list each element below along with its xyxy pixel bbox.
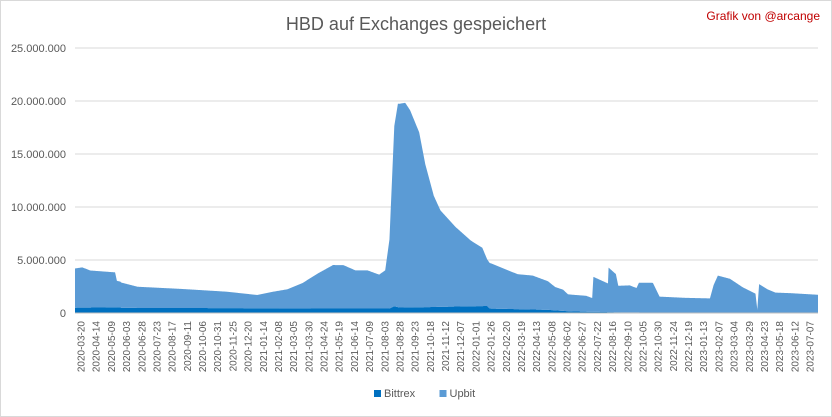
x-tick-label: 2023-03-29: [745, 321, 756, 373]
x-tick-label: 2022-08-16: [608, 321, 619, 373]
x-tick-label: 2022-10-30: [654, 321, 665, 373]
x-tick-label: 2022-05-08: [547, 321, 558, 373]
x-tick-label: 2020-10-31: [213, 321, 224, 373]
x-tick-label: 2020-05-09: [107, 321, 118, 373]
x-tick-label: 2021-09-23: [411, 321, 422, 373]
x-tick-label: 2023-05-18: [775, 321, 786, 373]
x-tick-label: 2022-06-27: [578, 321, 589, 373]
x-tick-label: 2022-01-26: [487, 321, 498, 373]
y-tick-label: 0: [60, 308, 66, 320]
x-tick-label: 2020-08-17: [168, 321, 179, 373]
legend: Bittrex Upbit: [374, 388, 475, 400]
x-tick-label: 2020-04-14: [92, 321, 103, 373]
x-tick-label: 2023-01-13: [699, 321, 710, 373]
x-tick-label: 2021-01-14: [259, 321, 270, 373]
area-series-upbit: [75, 102, 818, 313]
x-tick-label: 2022-10-05: [638, 321, 649, 373]
x-tick-label: 2023-03-04: [730, 321, 741, 373]
legend-swatch-bittrex: [374, 390, 381, 397]
y-tick-label: 5.000.000: [17, 255, 66, 267]
x-tick-label: 2022-07-22: [593, 321, 604, 373]
area-series-group: [75, 102, 818, 313]
x-tick-label: 2021-05-19: [335, 321, 346, 373]
area-series-bittrex: [75, 306, 818, 313]
x-tick-label: 2020-11-25: [228, 321, 239, 372]
x-tick-label: 2021-08-03: [380, 321, 391, 373]
x-tick-label: 2022-01-01: [471, 321, 482, 373]
y-tick-label: 15.000.000: [11, 149, 66, 161]
y-axis: 0 5.000.000 10.000.000 15.000.000 20.000.000…: [11, 43, 66, 320]
legend-swatch-upbit: [439, 390, 447, 397]
x-tick-label: 2023-07-07: [806, 321, 817, 373]
x-tick-label: 2020-09-11: [183, 321, 194, 372]
chart-credit: Grafik von @arcange: [706, 9, 820, 23]
x-tick-label: 2020-03-20: [77, 321, 88, 373]
x-tick-label: 2021-03-30: [304, 321, 315, 373]
x-tick-label: 2022-04-13: [532, 321, 543, 373]
x-tick-label: 2021-03-05: [289, 321, 300, 373]
x-tick-label: 2021-04-24: [320, 321, 331, 373]
x-tick-label: 2021-02-08: [274, 321, 285, 373]
x-tick-label: 2021-07-09: [365, 321, 376, 373]
x-tick-label: 2021-12-07: [456, 321, 467, 373]
y-tick-label: 10.000.000: [11, 202, 66, 214]
x-tick-label: 2020-10-06: [198, 321, 209, 373]
x-tick-label: 2020-06-28: [137, 321, 148, 373]
x-tick-label: 2023-06-12: [790, 321, 801, 373]
x-tick-label: 2021-10-18: [426, 321, 437, 373]
x-tick-label: 2022-11-24: [669, 321, 680, 372]
legend-label-bittrex: Bittrex: [384, 388, 416, 400]
x-tick-label: 2021-11-12: [441, 321, 452, 372]
legend-label-upbit: Upbit: [450, 388, 476, 400]
x-axis: 2020-03-20 2020-04-14 2020-05-09 2020-06-03…: [75, 312, 818, 373]
y-tick-label: 20.000.000: [11, 96, 66, 108]
x-tick-label: 2020-06-03: [122, 321, 133, 373]
x-tick-label: 2023-02-07: [714, 321, 725, 373]
x-tick-label: 2021-08-28: [395, 321, 406, 373]
y-tick-label: 25.000.000: [11, 43, 66, 55]
x-tick-label: 2022-09-10: [623, 321, 634, 373]
x-tick-label: 2020-07-23: [152, 321, 163, 373]
chart-title: HBD auf Exchanges gespeichert: [286, 14, 546, 34]
x-tick-label: 2021-06-14: [350, 321, 361, 373]
x-tick-label: 2022-06-02: [563, 321, 574, 373]
x-tick-label: 2020-12-20: [244, 321, 255, 373]
x-tick-label: 2023-04-23: [760, 321, 771, 373]
x-tick-label: 2022-03-19: [517, 321, 528, 373]
x-tick-label: 2022-12-19: [684, 321, 695, 373]
x-tick-label: 2022-02-20: [502, 321, 513, 373]
